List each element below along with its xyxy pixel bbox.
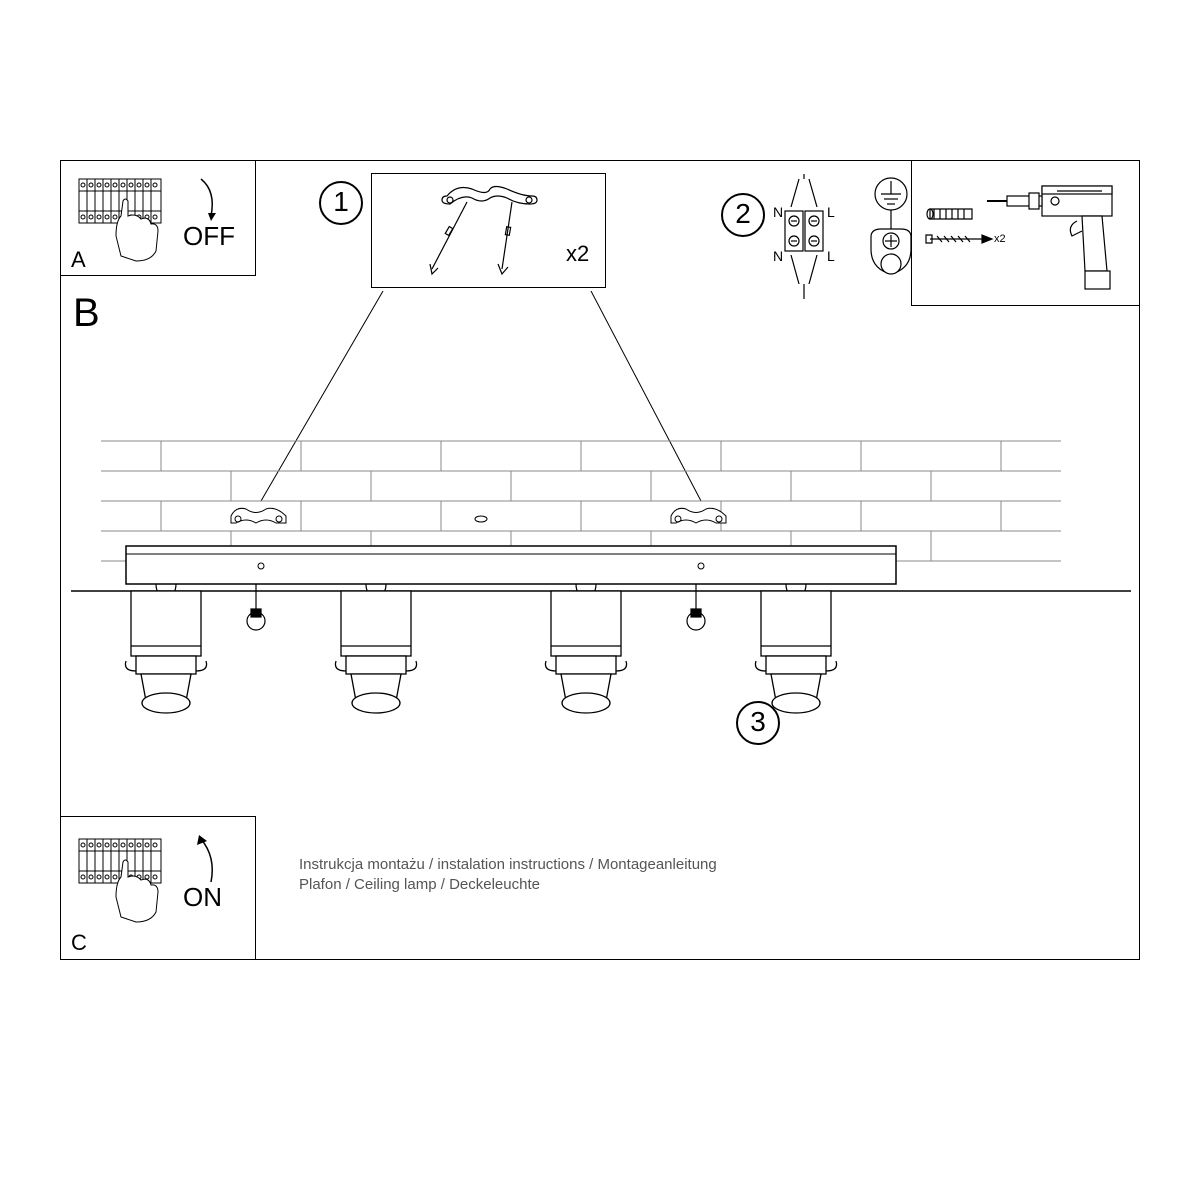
step-2-text: 2 xyxy=(735,198,751,229)
label-x2-screw: x2 xyxy=(994,233,1006,245)
bracket-icon xyxy=(372,174,607,289)
panel-tools: x2 xyxy=(911,161,1139,306)
label-n-top: N xyxy=(773,204,783,220)
footer-line-1: Instrukcja montażu / instalation instruc… xyxy=(299,856,717,873)
label-n-bot: N xyxy=(773,248,783,264)
panel-c-on: C ON xyxy=(61,816,256,959)
step-2-number: 2 xyxy=(721,193,765,237)
panel-a-off: A OFF xyxy=(61,161,256,276)
step-3-text: 3 xyxy=(750,706,766,737)
step-1-number: 1 xyxy=(319,181,363,225)
instruction-sheet: A OFF B 1 x2 2 xyxy=(60,160,1140,960)
main-assembly-drawing xyxy=(61,291,1139,851)
drill-icon xyxy=(912,161,1140,306)
label-l-bot: L xyxy=(827,248,835,264)
label-x2-bracket: x2 xyxy=(566,241,589,267)
label-l-top: L xyxy=(827,204,835,220)
fusebox-off-icon xyxy=(61,161,256,276)
label-c: C xyxy=(71,930,87,956)
label-a: A xyxy=(71,247,86,273)
panel-bracket xyxy=(371,173,606,288)
step-3-number: 3 xyxy=(736,701,780,745)
step-1-text: 1 xyxy=(333,186,349,217)
fusebox-on-icon xyxy=(61,817,256,960)
footer-line-2: Plafon / Ceiling lamp / Deckeleuchte xyxy=(299,876,540,893)
label-on: ON xyxy=(183,882,222,913)
label-off: OFF xyxy=(183,221,235,252)
